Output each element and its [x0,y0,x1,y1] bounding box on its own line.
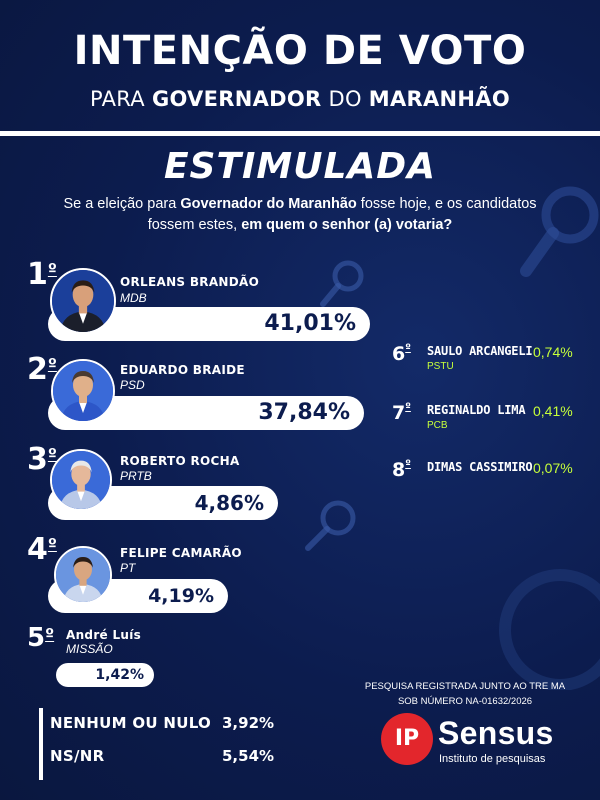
candidate-name: FELIPE CAMARÃO [120,546,242,560]
other-label: NS/NR [50,747,105,765]
page-title: INTENÇÃO DE VOTO [73,28,527,74]
person-photo-icon [50,449,112,511]
candidate-party: MISSÃO [66,642,113,656]
minor-candidate-value: 0,41% [533,403,573,419]
magnifier-icon [300,498,360,553]
minor-candidate-name: SAULO ARCANGELI [427,344,533,358]
minor-candidate-rank: 8º [392,459,411,481]
minor-candidate-name: DIMAS CASSIMIRO [427,460,533,474]
candidate-party: MDB [120,291,147,305]
minor-candidate-party: PCB [427,420,448,431]
minor-candidate-rank: 6º [392,343,411,365]
header-divider [0,131,600,136]
magnifier-icon [520,183,600,283]
minor-candidate-rank: 7º [392,402,411,424]
minor-candidate-name: REGINALDO LIMA [427,403,526,417]
candidate-name: ROBERTO ROCHA [120,454,240,468]
logo-name: Sensus [438,715,554,751]
candidate-party: PSD [120,378,145,392]
candidate-rank: 2º [27,352,57,387]
candidate-name: ORLEANS BRANDÃO [120,275,260,289]
page-subtitle: PARA GOVERNADOR DO MARANHÃO [89,87,511,111]
logo-tagline: Instituto de pesquisas [439,753,546,765]
minor-candidate-value: 0,74% [533,344,573,360]
person-photo-icon [51,359,115,423]
minor-candidate-party: PSTU [427,361,454,372]
survey-question: Se a eleição para Governador do Maranhão… [63,196,537,233]
other-label: NENHUM OU NULO [50,714,212,732]
section-title: ESTIMULADA [163,146,437,187]
minor-candidate-value: 0,07% [533,460,573,476]
candidate-name: André Luís [66,628,142,642]
magnifier-icon [318,258,366,310]
other-value: 3,92% [222,714,275,732]
person-photo-icon [54,546,112,604]
logo-badge: IP [381,713,433,765]
candidate-bar: 1,42% [56,663,154,687]
others-divider [39,708,43,780]
registry-note: PESQUISA REGISTRADA JUNTO AO TRE MA SOB … [364,681,566,707]
candidate-party: PRTB [120,469,152,483]
person-photo-icon [50,268,116,334]
candidate-rank: 4º [27,532,57,567]
other-value: 5,54% [222,747,275,765]
candidate-rank: 3º [27,442,57,477]
candidate-party: PT [120,561,136,575]
candidate-rank: 1º [27,257,57,292]
candidate-rank: 5º [27,623,55,653]
candidate-name: EDUARDO BRAIDE [120,363,245,377]
magnifier-icon [470,560,600,690]
